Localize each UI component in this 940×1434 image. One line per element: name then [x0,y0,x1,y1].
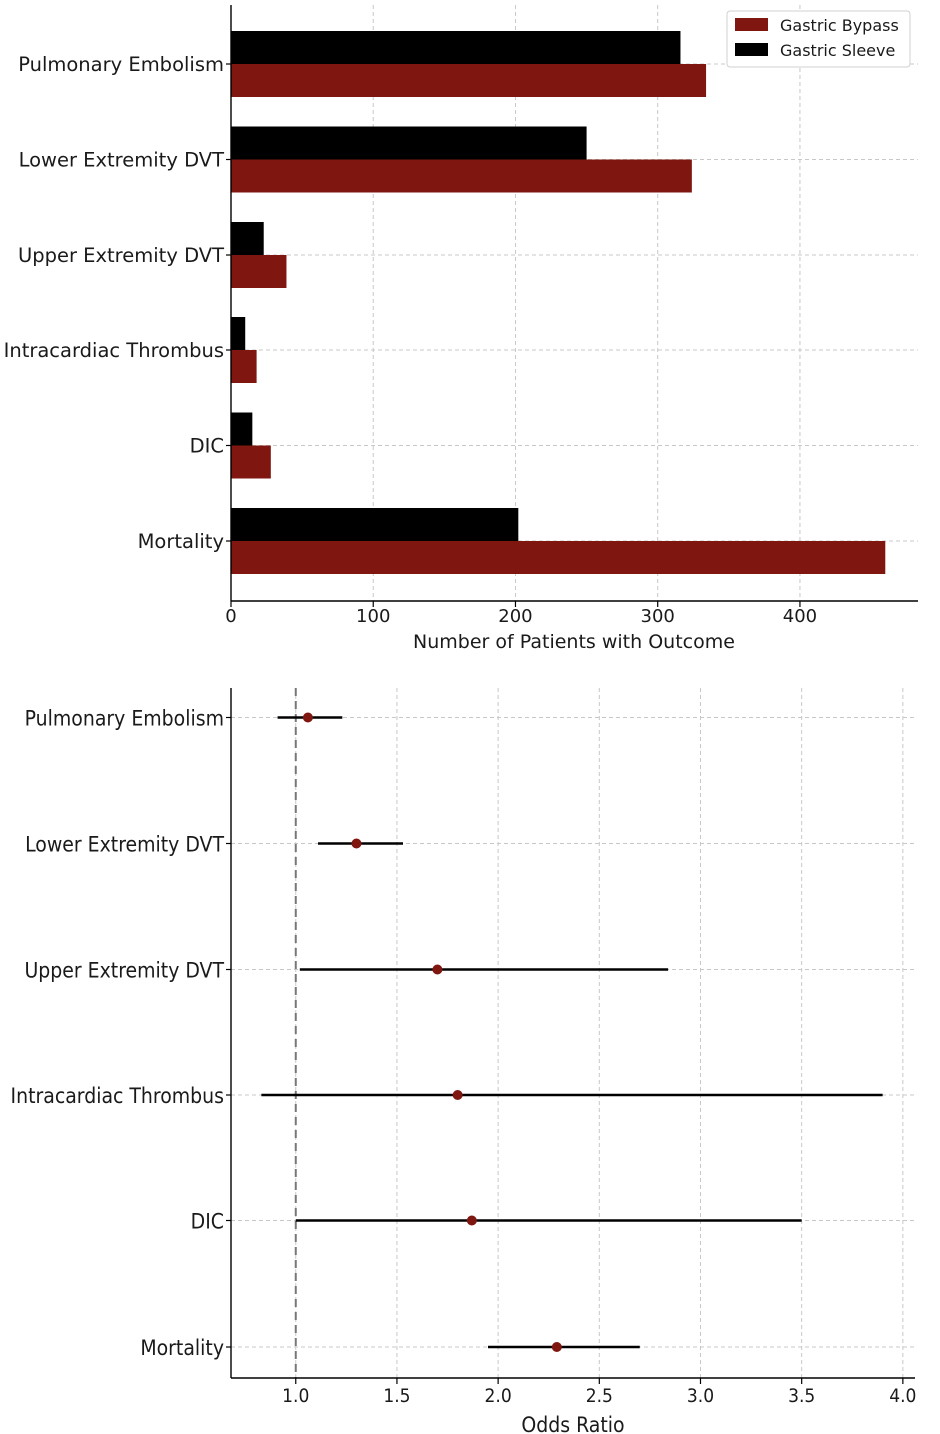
forest-plot-tick-labels: Pulmonary Embolism Lower Extremity DVT Upp… [11,707,917,1408]
bar-chart-axes [226,5,918,607]
or-point-dic [466,1215,477,1226]
bar-y-tick-label: Mortality [138,530,224,553]
bar-gastric-sleeve-pulmonary-embolism [231,31,681,64]
forest-x-tick-label: 2.5 [586,1385,613,1407]
legend-label-gastric-sleeve: Gastric Sleeve [780,41,895,60]
bar-gastric-bypass-intracardiac-thrombus [231,350,257,383]
bar-gastric-sleeve-upper-extremity-dvt [231,222,264,255]
bar-y-tick-label: Pulmonary Embolism [18,53,224,76]
bar-legend-frame [726,10,911,68]
forest-y-tick-label: Intracardiac Thrombus [11,1084,224,1108]
or-point-lower-extremity-dvt [351,838,362,849]
bar-gastric-bypass-mortality [231,541,886,574]
legend-swatch-gastric-bypass [735,18,768,31]
forest-plot-marks [261,712,883,1352]
forest-x-tick-label: 3.5 [788,1385,815,1407]
legend-swatch-gastric-sleeve [735,43,768,56]
bar-chart-x-axis-label: Number of Patients with Outcome [413,631,735,653]
bar-y-tick-label: Intracardiac Thrombus [4,339,224,362]
bar-x-tick-label: 100 [356,606,390,627]
forest-y-tick-label: DIC [191,1210,224,1234]
forest-y-tick-label: Upper Extremity DVT [24,959,224,983]
forest-x-tick-label: 3.0 [687,1385,714,1407]
bar-gastric-sleeve-dic [231,412,253,446]
forest-plot: Pulmonary Embolism Lower Extremity DVT Upp… [11,688,917,1434]
bar-gastric-bypass-upper-extremity-dvt [231,255,287,288]
forest-y-tick-label: Lower Extremity DVT [25,833,224,857]
forest-x-tick-label: 1.5 [383,1385,410,1407]
or-point-intracardiac-thrombus [452,1090,463,1100]
bar-gastric-bypass-pulmonary-embolism [231,64,707,97]
bar-x-tick-label: 200 [498,606,532,627]
bar-y-tick-label: DIC [190,435,224,458]
forest-plot-x-axis-label: Odds Ratio [521,1413,624,1434]
or-point-pulmonary-embolism [302,712,313,723]
forest-x-tick-label: 4.0 [889,1385,916,1407]
forest-x-tick-label: 1.0 [282,1385,309,1407]
legend-label-gastric-bypass: Gastric Bypass [780,16,899,35]
forest-x-tick-label: 2.0 [485,1385,512,1407]
bar-gastric-bypass-dic [231,445,271,479]
bar-y-tick-label: Upper Extremity DVT [18,244,224,267]
forest-y-tick-label: Pulmonary Embolism [25,707,224,731]
bar-x-tick-label: 0 [225,606,236,627]
forest-plot-grid [231,688,915,1378]
bar-gastric-bypass-lower-extremity-dvt [231,159,692,193]
bar-gastric-sleeve-lower-extremity-dvt [231,126,587,160]
bar-x-tick-label: 400 [783,606,817,627]
bar-gastric-sleeve-intracardiac-thrombus [231,317,246,350]
forest-y-tick-label: Mortality [140,1336,224,1360]
bar-x-tick-label: 300 [641,606,675,627]
bar-chart-legend: Gastric Bypass Gastric Sleeve [726,10,911,68]
or-point-mortality [551,1342,562,1352]
bar-chart-bars [231,31,886,574]
bar-gastric-sleeve-mortality [231,508,519,541]
bar-chart: Pulmonary Embolism Lower Extremity DVT Upp… [4,5,918,653]
or-point-upper-extremity-dvt [432,964,443,975]
bar-chart-tick-labels: Pulmonary Embolism Lower Extremity DVT Upp… [4,53,818,627]
forest-plot-axes [226,688,915,1384]
bar-y-tick-label: Lower Extremity DVT [19,149,225,172]
